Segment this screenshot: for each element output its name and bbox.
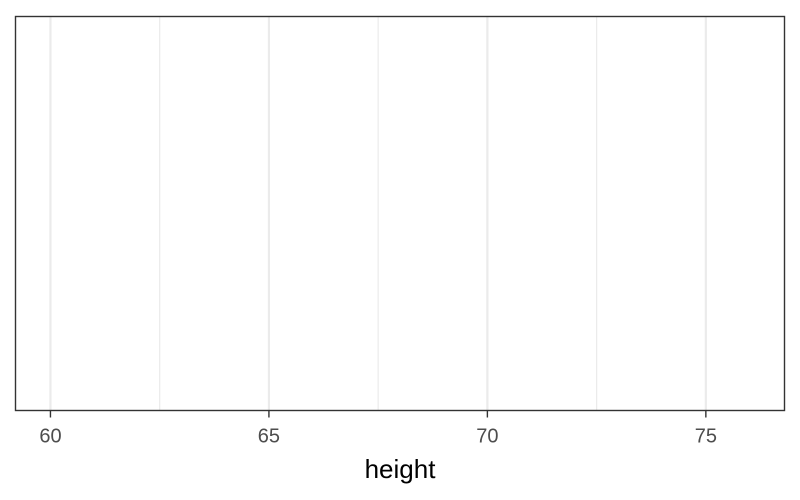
panel-border (14, 15, 786, 412)
x-axis-title: height (365, 454, 437, 484)
x-tick-label: 65 (258, 426, 280, 448)
x-tick-label: 60 (39, 426, 61, 448)
x-tick-label: 75 (695, 426, 717, 448)
x-tick-label: 70 (476, 426, 498, 448)
grid-layer (49, 16, 707, 411)
x-axis: 60 65 70 75 (39, 410, 717, 448)
